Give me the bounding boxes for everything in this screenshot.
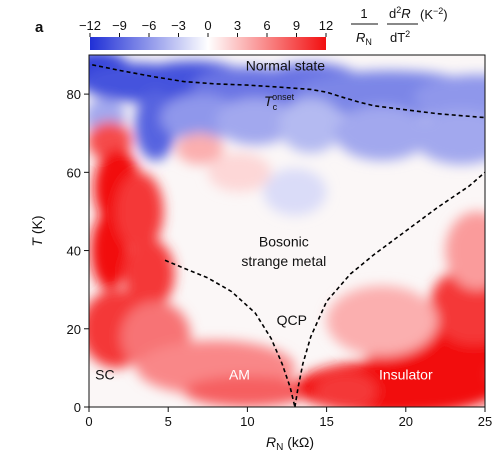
region-label-0: Normal state — [246, 58, 326, 74]
colorbar-tick-label-0: −12 — [79, 18, 101, 33]
heatmap-cell-12 — [334, 105, 430, 161]
y-axis-label: T (K) — [29, 215, 45, 246]
region-label-3: strange metal — [241, 253, 326, 269]
x-axis-label: RN (kΩ) — [266, 434, 314, 453]
y-tick-label-0: 0 — [74, 400, 81, 415]
heatmap-cell-11 — [279, 98, 343, 153]
colorbar-tick-label-4: 0 — [204, 18, 211, 33]
region-label-7: Insulator — [379, 367, 433, 383]
heatmap-cell-22 — [184, 375, 311, 407]
region-label-6: AM — [229, 367, 250, 383]
y-tick-label-4: 80 — [67, 87, 81, 102]
heatmap-cell-30 — [263, 168, 327, 216]
formula-d2-denominator: dT2 — [390, 29, 410, 45]
heatmap-cell-13 — [413, 109, 485, 165]
formula-numerator: 1 — [360, 6, 367, 21]
heatmap-cell-16 — [90, 211, 129, 290]
heatmap-area — [89, 55, 485, 407]
colorbar-tick-label-2: −6 — [142, 18, 157, 33]
y-tick-label-2: 40 — [67, 244, 81, 259]
heatmap-cell-6 — [413, 74, 485, 122]
colorbar-tick-label-8: 12 — [319, 18, 333, 33]
x-tick-label-4: 20 — [399, 414, 413, 429]
heatmap-cell-31 — [207, 152, 272, 192]
colorbar-tick-label-1: −9 — [112, 18, 127, 33]
colorbar-tick-label-6: 6 — [263, 18, 270, 33]
region-label-2: Bosonic — [259, 234, 309, 250]
boundary-curve-1 — [164, 259, 296, 407]
x-tick-label-1: 5 — [165, 414, 172, 429]
x-tick-label-5: 25 — [478, 414, 492, 429]
heatmap-cell-29 — [326, 285, 438, 357]
y-tick-label-1: 20 — [67, 322, 81, 337]
colorbar: −12 −9 −6 −3 0 3 6 9 12 — [79, 18, 333, 50]
boundary-curve-0 — [92, 64, 485, 119]
colorbar-tick-label-7: 9 — [293, 18, 300, 33]
heatmap-cell-28 — [313, 371, 378, 407]
colorbar-tick-label-5: 3 — [234, 18, 241, 33]
heatmap-cell-23 — [176, 133, 224, 165]
region-label-5: SC — [95, 367, 114, 383]
x-tick-label-0: 0 — [85, 414, 92, 429]
heatmap-cell-10 — [215, 98, 295, 145]
region-label-4: QCP — [277, 312, 307, 328]
formula-unit: (K−2) — [420, 6, 448, 22]
y-tick-label-3: 60 — [67, 165, 81, 180]
region-label-1: Tconset — [264, 92, 295, 112]
x-tick-label-3: 15 — [319, 414, 333, 429]
x-tick-label-2: 10 — [240, 414, 254, 429]
boundary-curve-2 — [294, 171, 485, 407]
formula-d2-numerator: d2R — [389, 5, 411, 21]
heatmap-cell-18 — [123, 238, 175, 310]
formula-denominator: RN — [356, 30, 372, 47]
colorbar-tick-label-3: −3 — [171, 18, 186, 33]
heatmap-cell-17 — [115, 172, 164, 251]
colorbar-gradient — [90, 37, 326, 50]
colorbar-formula: 1 RN d2R dT2 (K−2) — [351, 5, 448, 47]
heatmap-cell-27 — [445, 211, 485, 290]
plot-frame — [88, 54, 486, 408]
panel-letter: a — [35, 19, 44, 36]
